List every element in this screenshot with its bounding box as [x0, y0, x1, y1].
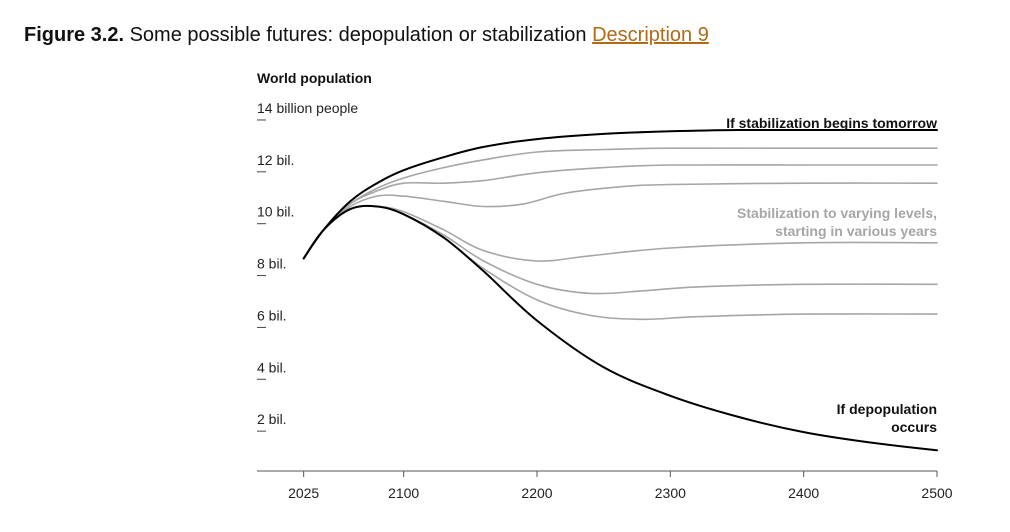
- x-tick-label: 2400: [788, 485, 819, 501]
- x-tick-label: 2500: [921, 485, 952, 501]
- annotation-stabilization-tomorrow: If stabilization begins tomorrow: [726, 115, 937, 131]
- y-tick-label: 12 bil.: [257, 152, 294, 168]
- y-tick-label: 2 bil.: [257, 411, 287, 427]
- y-tick-label: 6 bil.: [257, 307, 287, 323]
- y-tick-label: 10 bil.: [257, 204, 294, 220]
- y-axis-title: World population: [257, 70, 372, 86]
- series-line: [302, 164, 938, 260]
- x-tick-label: 2200: [521, 485, 552, 501]
- y-tick-label: 4 bil.: [257, 359, 287, 375]
- x-tick-label: 2300: [655, 485, 686, 501]
- description-link[interactable]: Description 9: [592, 24, 709, 46]
- series-line: [302, 128, 938, 260]
- annotation-depopulation-line1: If depopulation: [837, 401, 937, 417]
- annotation-varying-levels-line2: starting in various years: [775, 223, 937, 239]
- figure-title: Some possible futures: depopulation or s…: [129, 24, 587, 46]
- x-tick-label: 2025: [288, 485, 319, 501]
- y-tick-label: 14 billion people: [257, 100, 358, 116]
- series-line: [302, 182, 938, 260]
- figure-caption: Figure 3.2. Some possible futures: depop…: [24, 24, 709, 47]
- annotation-varying-levels-line1: Stabilization to varying levels,: [737, 205, 937, 221]
- y-tick-label: 8 bil.: [257, 256, 287, 272]
- figure-label: Figure 3.2.: [24, 24, 125, 46]
- series-line: [302, 204, 938, 452]
- annotation-depopulation-line2: occurs: [891, 419, 937, 435]
- x-tick-label: 2100: [388, 485, 419, 501]
